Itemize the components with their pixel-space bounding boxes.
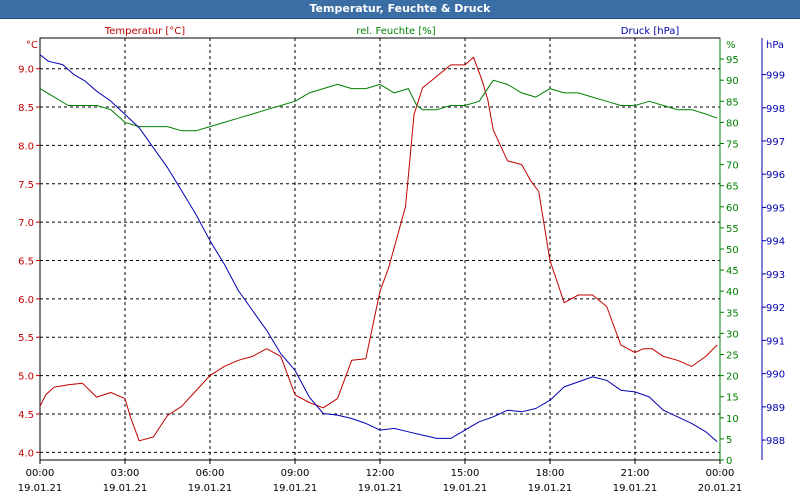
pressure-tick-label: 997 [766, 137, 785, 148]
pressure-tick-label: 991 [766, 336, 785, 347]
x-tick-time-label: 00:00 [26, 468, 55, 479]
x-tick-date-label: 19.01.21 [273, 483, 318, 494]
humidity-tick-label: 25 [726, 351, 739, 362]
x-tick-time-label: 21:00 [621, 468, 650, 479]
temperature-tick-label: 6.5 [18, 257, 34, 268]
x-tick-date-label: 20.01.21 [698, 483, 743, 494]
grid-lines [39, 37, 721, 461]
humidity-tick-label: 10 [726, 414, 739, 425]
series-lines [39, 54, 718, 443]
x-tick-date-label: 19.01.21 [103, 483, 148, 494]
x-tick-date-label: 19.01.21 [528, 483, 573, 494]
humidity-tick-label: 65 [726, 182, 739, 193]
axis-labels: 00:00 19.01.21 03:00 19.01.21 06:00 19.01.21 0… [18, 26, 785, 494]
temperature-tick-label: 4.5 [18, 410, 34, 421]
pressure-tick-label: 995 [766, 203, 785, 214]
humidity-tick-label: 20 [726, 372, 739, 383]
humidity-tick-label: 15 [726, 393, 739, 404]
x-tick-time-label: 12:00 [366, 468, 395, 479]
humidity-tick-label: 40 [726, 287, 739, 298]
humidity-tick-label: 85 [726, 97, 739, 108]
humidity-unit-label: % [726, 40, 736, 51]
temperature-tick-label: 5.5 [18, 333, 34, 344]
temperature-tick-label: 8.0 [18, 141, 34, 152]
humidity-tick-label: 30 [726, 329, 739, 340]
x-tick-time-label: 18:00 [536, 468, 565, 479]
axes [36, 38, 766, 464]
humidity-tick-label: 60 [726, 203, 739, 214]
x-tick-date-label: 19.01.21 [613, 483, 658, 494]
pressure-unit-label: hPa [766, 40, 784, 51]
humidity-tick-label: 35 [726, 308, 739, 319]
humidity-tick-label: 0 [726, 456, 732, 467]
pressure-tick-label: 992 [766, 303, 785, 314]
pressure-series-line [39, 54, 718, 443]
x-tick-time-label: 09:00 [281, 468, 310, 479]
temperature-tick-label: 6.0 [18, 295, 34, 306]
x-tick-time-label: 06:00 [196, 468, 225, 479]
title-bar: Temperatur, Feuchte & Druck [0, 0, 800, 19]
temperature-tick-label: 7.0 [18, 218, 34, 229]
humidity-tick-label: 80 [726, 118, 739, 129]
x-tick-date-label: 19.01.21 [18, 483, 63, 494]
pressure-tick-label: 996 [766, 170, 785, 181]
humidity-tick-label: 5 [726, 435, 732, 446]
x-tick-date-label: 19.01.21 [443, 483, 488, 494]
humidity-tick-label: 50 [726, 245, 739, 256]
pressure-tick-label: 989 [766, 403, 785, 414]
x-tick-date-label: 19.01.21 [188, 483, 233, 494]
temperature-tick-label: 7.5 [18, 180, 34, 191]
pressure-axis-title: Druck [hPa] [621, 26, 680, 37]
temperature-axis-title: Temperatur [°C] [104, 26, 185, 37]
temperature-series-line [39, 56, 718, 442]
humidity-tick-label: 90 [726, 76, 739, 87]
humidity-tick-label: 75 [726, 140, 739, 151]
temperature-tick-label: 9.0 [18, 65, 34, 76]
x-tick-time-label: 15:00 [451, 468, 480, 479]
x-tick-time-label: 00:00 [706, 468, 735, 479]
pressure-tick-label: 998 [766, 104, 785, 115]
pressure-tick-label: 994 [766, 237, 785, 248]
chart-title: Temperatur, Feuchte & Druck [309, 2, 491, 15]
pressure-tick-label: 988 [766, 436, 785, 447]
temperature-tick-label: 8.5 [18, 103, 34, 114]
temperature-tick-label: 5.0 [18, 372, 34, 383]
humidity-tick-label: 70 [726, 161, 739, 172]
temperature-unit-label: °C [26, 40, 38, 51]
humidity-tick-label: 95 [726, 55, 739, 66]
x-tick-date-label: 19.01.21 [358, 483, 403, 494]
temperature-tick-label: 4.0 [18, 448, 34, 459]
x-tick-time-label: 03:00 [111, 468, 140, 479]
humidity-axis-title: rel. Feuchte [%] [356, 26, 435, 37]
pressure-tick-label: 999 [766, 71, 785, 82]
humidity-tick-label: 55 [726, 224, 739, 235]
humidity-tick-label: 45 [726, 266, 739, 277]
pressure-tick-label: 990 [766, 370, 785, 381]
pressure-tick-label: 993 [766, 270, 785, 281]
humidity-series-line [39, 79, 718, 132]
